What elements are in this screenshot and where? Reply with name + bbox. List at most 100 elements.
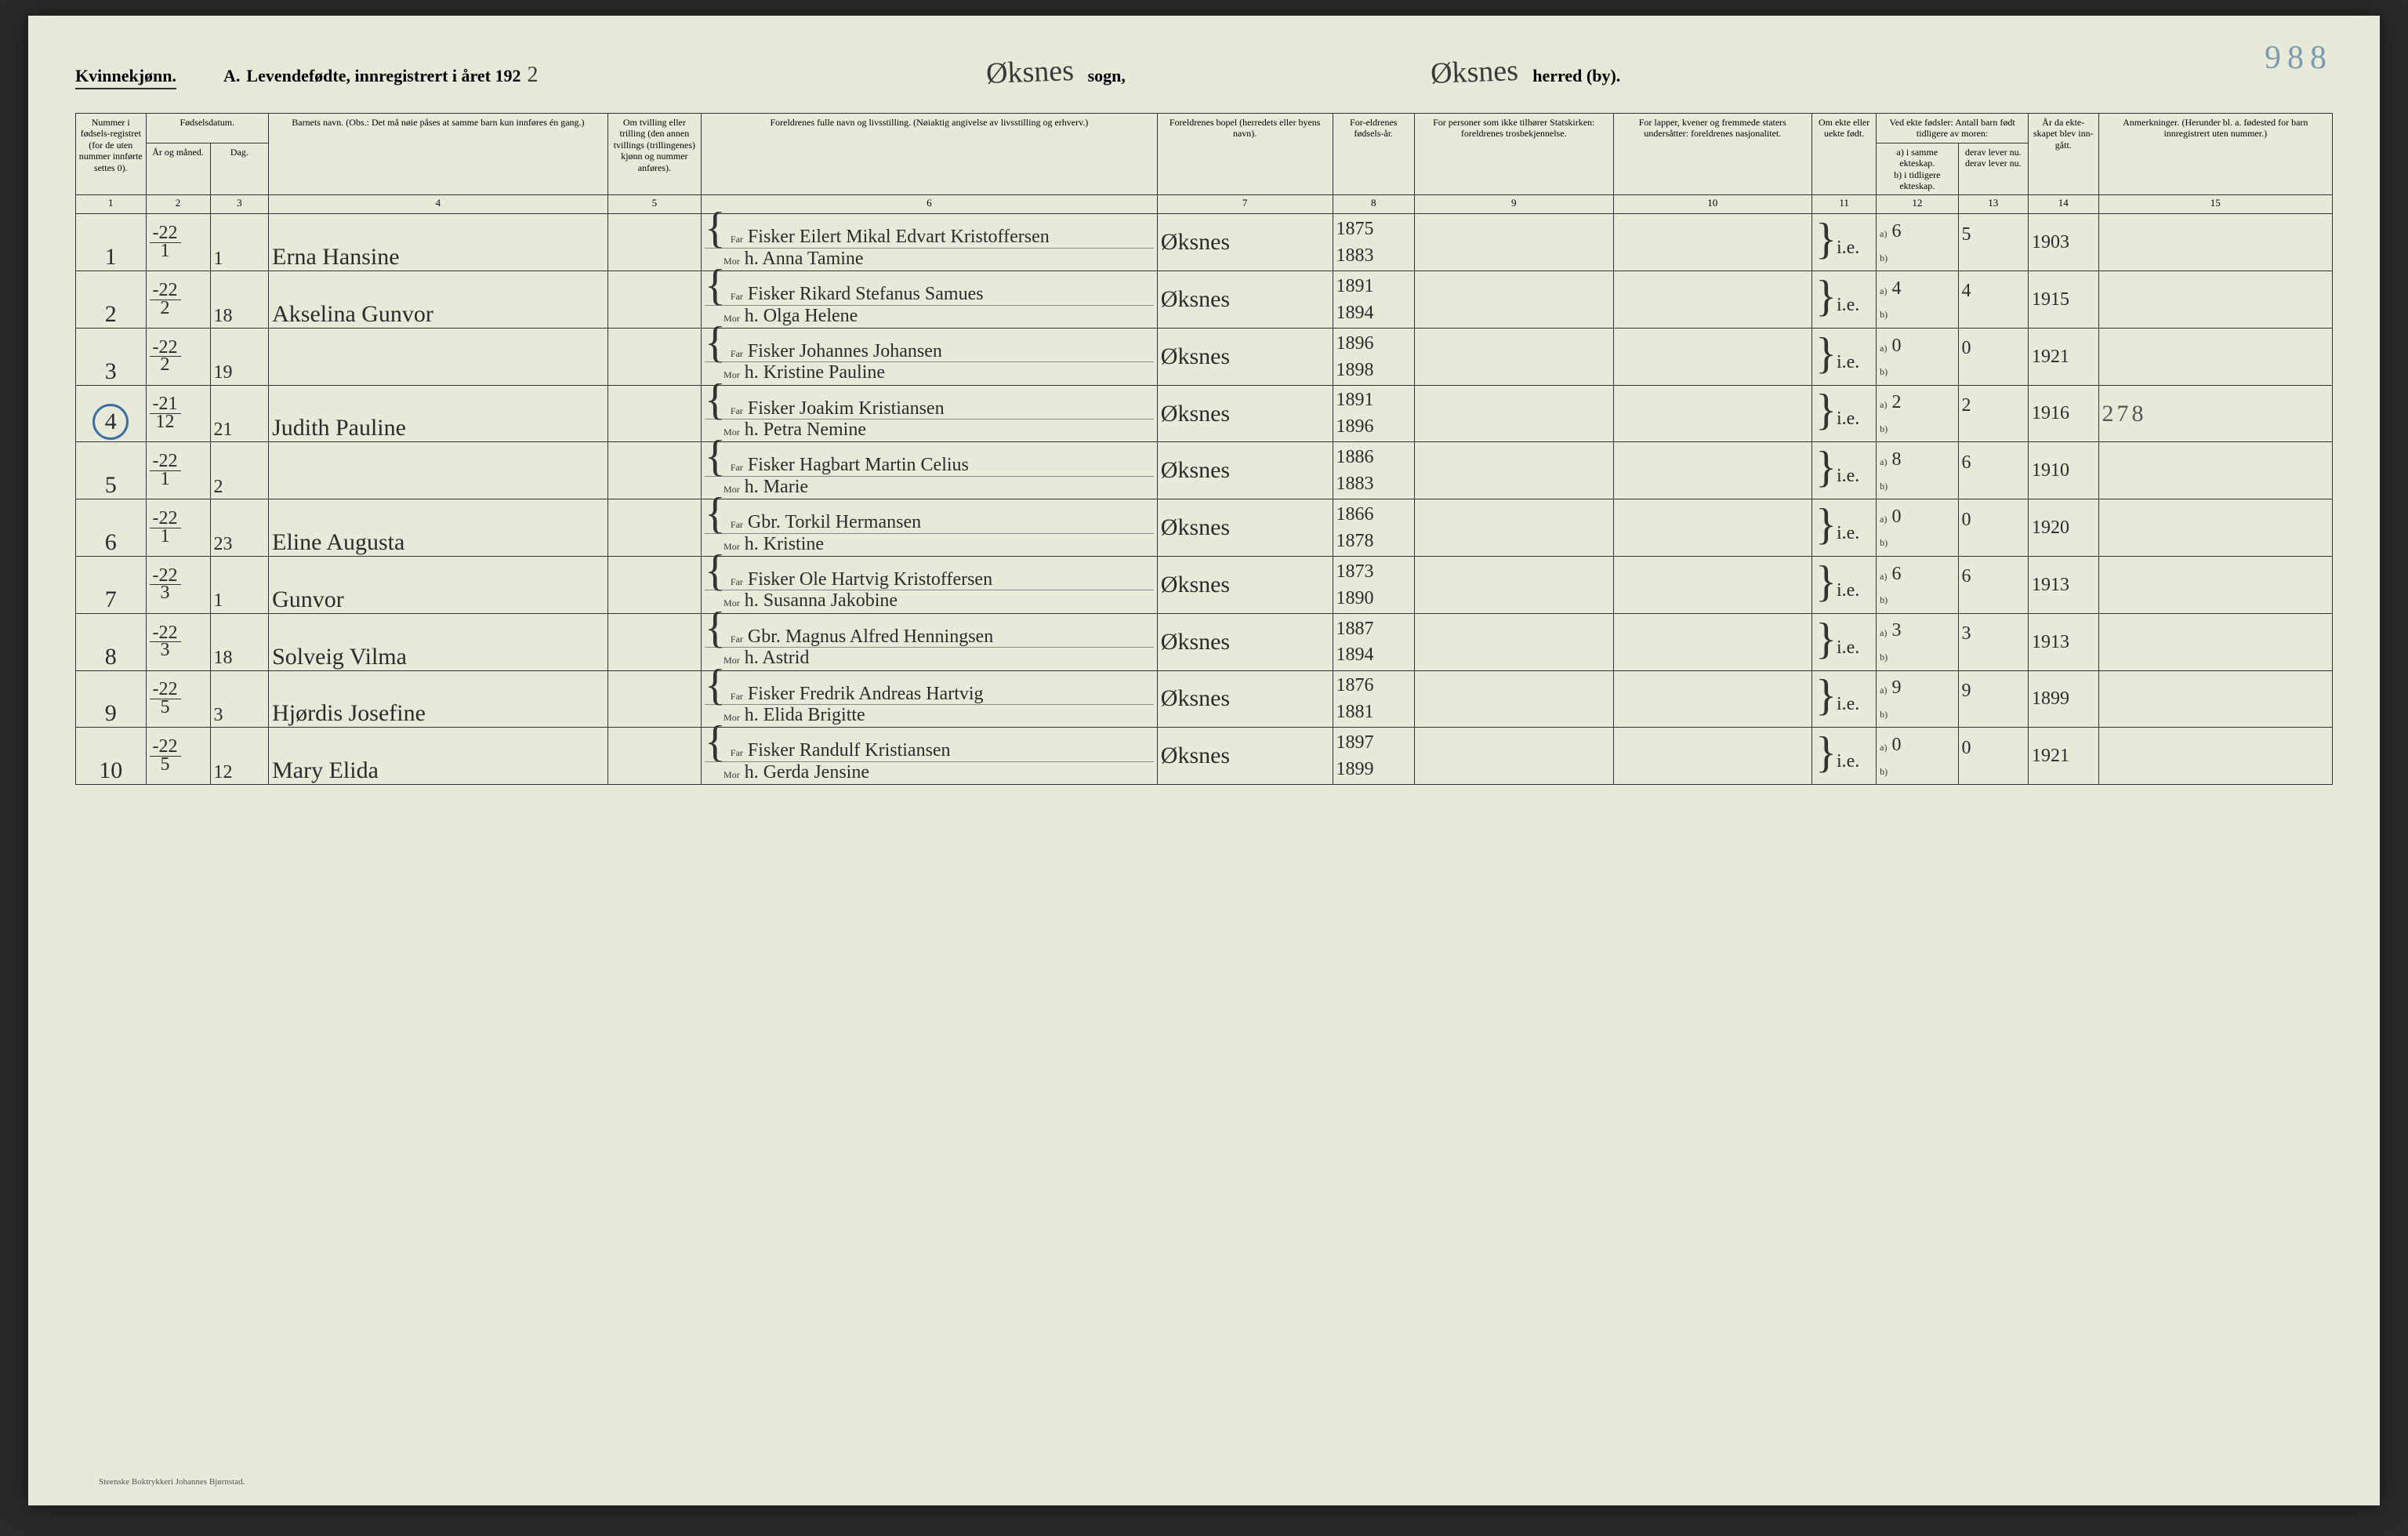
col-1-header: Nummer i fødsels-registret (for de uten … <box>76 114 147 195</box>
cell-parents: {FarFisker Ole Hartvig Kristoffersen Mor… <box>702 557 1158 614</box>
cell-12: a)6 b) <box>1877 214 1958 271</box>
cell-nationality <box>1613 385 1812 442</box>
cell-child-name <box>269 442 608 499</box>
cell-religion <box>1414 728 1613 785</box>
cell-marriage-year: 1913 <box>2029 613 2099 670</box>
cell-religion <box>1414 670 1613 728</box>
cell-note <box>2098 499 2332 557</box>
col-12-top-header: Ved ekte fødsler: Antall barn født tidli… <box>1877 114 2029 143</box>
col-4-header: Barnets navn. (Obs.: Det må nøie påses a… <box>269 114 608 195</box>
col-11-header: Om ekte eller uekte født. <box>1812 114 1877 195</box>
cell-bopel: Øksnes <box>1157 442 1333 499</box>
cell-year-month: -222 <box>146 271 210 329</box>
table-header: Nummer i fødsels-registret (for de uten … <box>76 114 2333 214</box>
cell-num: 5 <box>76 442 147 499</box>
column-number-row: 1 2 3 4 5 6 7 8 9 10 11 12 13 14 15 <box>76 195 2333 214</box>
cell-day: 1 <box>210 557 269 614</box>
cell-religion <box>1414 271 1613 329</box>
cell-child-name: Judith Pauline <box>269 385 608 442</box>
cell-parents: {FarFisker Rikard Stefanus Samues Morh. … <box>702 271 1158 329</box>
cell-note <box>2098 214 2332 271</box>
colnum: 1 <box>76 195 147 214</box>
gender-label: Kvinnekjønn. <box>75 66 176 89</box>
colnum: 4 <box>269 195 608 214</box>
col-8-header: For-eldrenes fødsels-år. <box>1333 114 1414 195</box>
cell-birthyears: 18861883 <box>1333 442 1414 499</box>
col-5-header: Om tvilling eller trilling (den annen tv… <box>607 114 701 195</box>
cell-birthyears: 18751883 <box>1333 214 1414 271</box>
colnum: 5 <box>607 195 701 214</box>
cell-note <box>2098 442 2332 499</box>
col-7-header: Foreldrenes bopel (herredets eller byens… <box>1157 114 1333 195</box>
col-2a-header: År og måned. <box>146 143 210 195</box>
cell-num: 10 <box>76 728 147 785</box>
cell-child-name <box>269 328 608 385</box>
cell-year-month: -222 <box>146 328 210 385</box>
cell-marriage-year: 1921 <box>2029 728 2099 785</box>
cell-num: 9 <box>76 670 147 728</box>
cell-bopel: Øksnes <box>1157 214 1333 271</box>
page-number: 988 <box>2265 39 2333 77</box>
cell-parents: {FarFisker Randulf Kristiansen Morh. Ger… <box>702 728 1158 785</box>
cell-birthyears: 18961898 <box>1333 328 1414 385</box>
herred-label: herred (by). <box>1532 66 1620 86</box>
cell-twin <box>607 214 701 271</box>
cell-nationality <box>1613 442 1812 499</box>
cell-bopel: Øksnes <box>1157 728 1333 785</box>
cell-birthyears: 18911894 <box>1333 271 1414 329</box>
cell-child-name: Eline Augusta <box>269 499 608 557</box>
cell-nationality <box>1613 670 1812 728</box>
table-row: 3 -222 19 {FarFisker Johannes Johansen M… <box>76 328 2333 385</box>
cell-nationality <box>1613 557 1812 614</box>
cell-marriage-year: 1921 <box>2029 328 2099 385</box>
col-12b-text: b) i tidligere ekteskap. <box>1879 169 1955 192</box>
table-row: 5 -221 2 {FarFisker Hagbart Martin Celiu… <box>76 442 2333 499</box>
cell-bopel: Øksnes <box>1157 499 1333 557</box>
cell-13: 5 <box>1958 214 2029 271</box>
cell-13: 6 <box>1958 442 2029 499</box>
colnum: 6 <box>702 195 1158 214</box>
cell-day: 21 <box>210 385 269 442</box>
cell-note <box>2098 557 2332 614</box>
cell-marriage-year: 1913 <box>2029 557 2099 614</box>
cell-ekte: }i.e. <box>1812 442 1877 499</box>
cell-nationality <box>1613 328 1812 385</box>
table-row: 7 -223 1 Gunvor {FarFisker Ole Hartvig K… <box>76 557 2333 614</box>
cell-note <box>2098 613 2332 670</box>
cell-twin <box>607 271 701 329</box>
cell-num: 4 <box>76 385 147 442</box>
cell-ekte: }i.e. <box>1812 728 1877 785</box>
title-prefix: A. <box>223 66 240 86</box>
cell-13: 4 <box>1958 271 2029 329</box>
cell-religion <box>1414 557 1613 614</box>
cell-ekte: }i.e. <box>1812 214 1877 271</box>
title-main: Levendefødte, innregistrert i året 192 <box>246 66 520 86</box>
cell-birthyears: 18731890 <box>1333 557 1414 614</box>
cell-13: 9 <box>1958 670 2029 728</box>
col-13a-text: derav lever nu. <box>1961 147 2026 158</box>
col-15-header: Anmerkninger. (Herunder bl. a. fødested … <box>2098 114 2332 195</box>
cell-12: a)0 b) <box>1877 728 1958 785</box>
cell-twin <box>607 670 701 728</box>
table-row: 10 -225 12 Mary Elida {FarFisker Randulf… <box>76 728 2333 785</box>
cell-12: a)9 b) <box>1877 670 1958 728</box>
col-9-header: For personer som ikke tilhører Statskirk… <box>1414 114 1613 195</box>
cell-bopel: Øksnes <box>1157 328 1333 385</box>
cell-nationality <box>1613 499 1812 557</box>
cell-bopel: Øksnes <box>1157 613 1333 670</box>
cell-note <box>2098 328 2332 385</box>
col-13-header: derav lever nu. derav lever nu. <box>1958 143 2029 195</box>
colnum: 7 <box>1157 195 1333 214</box>
cell-religion <box>1414 442 1613 499</box>
cell-marriage-year: 1899 <box>2029 670 2099 728</box>
cell-day: 1 <box>210 214 269 271</box>
cell-13: 0 <box>1958 728 2029 785</box>
cell-parents: {FarGbr. Torkil Hermansen Morh. Kristine <box>702 499 1158 557</box>
cell-parents: {FarFisker Hagbart Martin Celius Morh. M… <box>702 442 1158 499</box>
cell-birthyears: 18661878 <box>1333 499 1414 557</box>
colnum: 9 <box>1414 195 1613 214</box>
col-6-header: Foreldrenes fulle navn og livsstilling. … <box>702 114 1158 195</box>
cell-day: 12 <box>210 728 269 785</box>
colnum: 11 <box>1812 195 1877 214</box>
col-10-header: For lapper, kvener og fremmede staters u… <box>1613 114 1812 195</box>
